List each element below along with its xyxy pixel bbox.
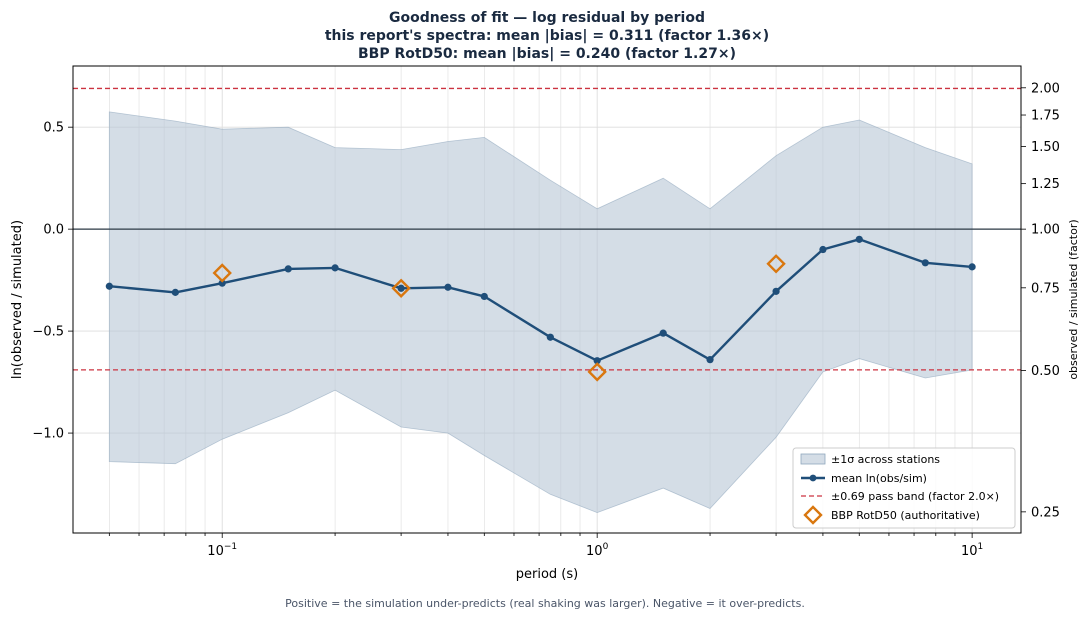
right-axis-tick-label: 0.75 [1031,281,1060,296]
axes: 10−1 100 101 0.5 0.0 −0.5 −1.0 2.00 1.75 1.50 1.25… [32,81,1060,559]
mean-series-point [706,356,714,364]
bbp-rotd50-marker [212,263,232,283]
right-axis-tick-label: 1.75 [1031,109,1060,124]
mean-series-point [331,264,339,272]
right-axis-tick-label: 1.50 [1031,140,1060,155]
legend-entry-label: ±1σ across stations [831,453,940,466]
mean-series-point [397,284,405,292]
reference-lines [73,87,1021,371]
legend-entry-label: BBP RotD50 (authoritative) [831,509,980,522]
right-axis-tick-label: 1.00 [1031,223,1060,238]
legend: ±1σ across stations mean ln(obs/sim) ±0.69… [792,447,1016,529]
y-tick-label: 0.0 [43,223,64,238]
x-tick-label: 10−1 [207,542,237,559]
legend-swatch-mean-dot [809,474,817,482]
mean-series-point [772,287,780,295]
x-tick-label: 100 [586,542,609,559]
y-tick-label: 0.5 [43,121,64,136]
right-axis-label: observed / simulated (factor) [1067,219,1080,379]
y-tick-label: −1.0 [32,427,64,442]
y-axis-label: ln(observed / simulated) [10,220,25,379]
legend-swatch-band [800,453,826,465]
footnote-caption: Positive = the simulation under-predicts… [285,597,805,610]
title-line-1: Goodness of fit — log residual by period [389,10,705,26]
title-line-2: this report's spectra: mean |bias| = 0.3… [325,28,769,44]
mean-series-point [819,245,827,254]
mean-series-point [546,333,554,341]
mean-series-point [855,235,863,243]
series-layer [105,235,976,365]
right-axis-tick-label: 2.00 [1031,81,1060,96]
chart-title: Goodness of fit — log residual by period… [325,10,769,62]
x-axis-label: period (s) [516,567,578,582]
mean-series-point [921,259,929,267]
plot-frame [72,65,1022,534]
bbp-rotd50-marker [391,278,411,298]
legend-entry-label: mean ln(obs/sim) [831,472,927,485]
bbp-marker-layer [212,254,786,382]
legend-swatch-bbp [803,505,823,525]
mean-series-point [284,265,292,273]
x-tick-label: 101 [961,542,983,559]
mean-series-point [105,282,113,290]
legend-box [792,447,1016,529]
right-axis-tick-label: 0.25 [1031,505,1060,520]
mean-series-point [968,263,976,271]
bbp-rotd50-marker [587,362,607,382]
mean-series-point [444,283,452,291]
mean-series-point [480,292,488,301]
mean-series-point [593,357,601,365]
bbp-rotd50-marker [766,254,786,274]
mean-series-point [171,288,179,296]
y-tick-label: −0.5 [32,325,64,340]
legend-entry-label: ±0.69 pass band (factor 2.0×) [831,490,999,503]
right-axis-tick-label: 1.25 [1031,177,1060,192]
right-axis-tick-label: 0.50 [1031,364,1060,379]
mean-series-point [218,279,226,287]
mean-series-point [659,329,667,337]
title-line-3: BBP RotD50: mean |bias| = 0.240 (factor … [358,46,736,62]
